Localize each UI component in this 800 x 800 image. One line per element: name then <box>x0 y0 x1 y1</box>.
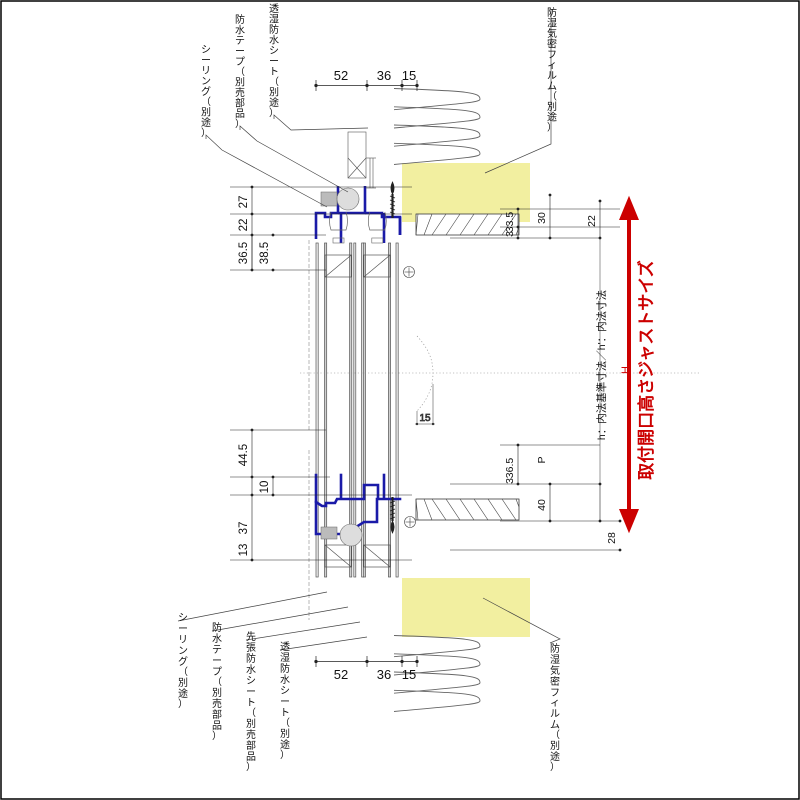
svg-text:h：内法基準寸法／h'：内法寸法: h：内法基準寸法／h'：内法寸法 <box>595 290 608 440</box>
svg-text:10: 10 <box>259 481 271 494</box>
svg-text:36: 36 <box>377 68 391 83</box>
svg-text:防水テープ（別売部品）: 防水テープ（別売部品） <box>212 621 222 742</box>
svg-text:取付開口高さジャストサイズ: 取付開口高さジャストサイズ <box>636 260 656 480</box>
svg-text:H: H <box>620 366 632 374</box>
svg-text:27: 27 <box>238 196 250 209</box>
svg-text:37: 37 <box>238 522 250 535</box>
svg-text:シーリング（別途）: シーリング（別途） <box>201 45 211 139</box>
svg-text:3: 3 <box>504 231 516 237</box>
svg-text:防湿気密フィルム（別途）: 防湿気密フィルム（別途） <box>550 642 560 773</box>
svg-text:22: 22 <box>238 219 250 232</box>
svg-text:38.5: 38.5 <box>259 242 271 264</box>
svg-text:52: 52 <box>334 667 348 682</box>
svg-text:3: 3 <box>504 478 516 484</box>
svg-text:透湿防水シート（別途）: 透湿防水シート（別途） <box>269 3 279 119</box>
svg-text:防水テープ（別売部品）: 防水テープ（別売部品） <box>235 13 245 130</box>
svg-text:33.5: 33.5 <box>504 212 516 233</box>
svg-text:36.5: 36.5 <box>504 458 516 479</box>
svg-text:30: 30 <box>536 212 548 224</box>
svg-text:P: P <box>536 456 548 463</box>
svg-text:先張防水シート（別売部品）: 先張防水シート（別売部品） <box>246 631 256 773</box>
svg-text:36.5: 36.5 <box>238 242 250 264</box>
svg-text:13: 13 <box>238 544 250 557</box>
svg-text:40: 40 <box>536 499 548 511</box>
svg-text:15: 15 <box>402 667 416 682</box>
svg-text:シーリング（別途）: シーリング（別途） <box>178 613 188 710</box>
svg-text:36: 36 <box>377 667 391 682</box>
svg-text:防湿気密フィルム（別途）: 防湿気密フィルム（別途） <box>547 6 557 134</box>
svg-text:15: 15 <box>402 68 416 83</box>
svg-text:15: 15 <box>419 413 431 424</box>
svg-text:28: 28 <box>606 532 618 544</box>
svg-text:透湿防水シート（別途）: 透湿防水シート（別途） <box>280 641 290 761</box>
svg-text:22: 22 <box>586 215 598 227</box>
svg-text:44.5: 44.5 <box>238 444 250 466</box>
svg-text:52: 52 <box>334 68 348 83</box>
